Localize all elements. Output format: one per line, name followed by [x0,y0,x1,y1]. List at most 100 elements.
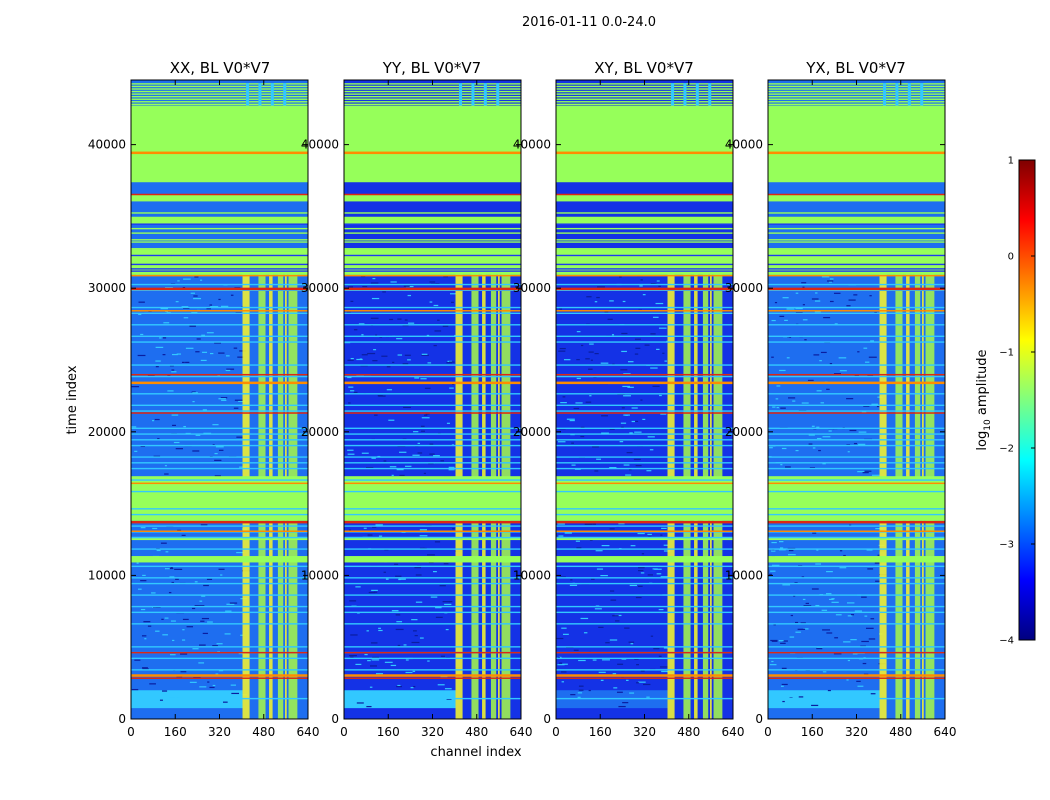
x-tick-label: 160 [164,725,187,739]
heatmap-rfi-row [768,651,945,654]
heatmap-speckle [790,614,794,617]
heatmap-speckle [869,295,872,297]
heatmap-stripe [768,444,945,447]
heatmap-stripe [131,513,308,516]
heatmap-stripe [768,611,945,614]
heatmap-speckle [613,687,618,689]
x-tick-label: 0 [764,725,772,739]
heatmap-speckle [654,568,662,570]
heatmap-stripe [556,594,733,596]
heatmap-speckle [386,366,391,368]
heatmap-speckle [802,304,805,306]
heatmap-stripe [556,548,733,550]
heatmap-stripe [344,525,521,527]
heatmap-stripe [556,252,733,254]
heatmap-stripe [768,594,945,596]
heatmap-stripe [768,508,945,510]
heatmap-speckle [640,572,645,574]
heatmap-stripe [344,212,521,214]
heatmap-speckle [421,353,428,355]
heatmap-speckle [795,449,799,452]
heatmap-speckle [636,682,640,684]
heatmap-speckle [822,629,831,631]
heatmap-speckle [820,402,825,404]
heatmap-speckle [435,283,440,285]
heatmap-stripe [768,577,945,579]
heatmap-speckle [172,639,175,642]
heatmap-speckle [451,383,455,385]
heatmap-speckle [214,475,221,477]
heatmap-speckle [194,276,199,278]
heatmap-speckle [214,459,222,461]
panel-yx: YX, BL V0*V7 0 160 320 480 640 0 10000 20000 30… [725,59,957,739]
heatmap-stripe [768,427,945,430]
heatmap-speckle [634,658,639,660]
heatmap-stripe [768,248,945,250]
heatmap-stripe [344,98,521,100]
heatmap-speckle [371,457,376,459]
heatmap-stripe [131,646,308,648]
y-tick-label: 10000 [513,568,551,582]
heatmap-speckle [776,406,779,409]
heatmap-stripe [131,212,308,214]
heatmap-stripe [556,404,733,407]
heatmap-stripe [556,268,733,270]
heatmap-speckle [803,605,809,607]
heatmap-speckle [624,627,630,629]
heatmap-stripe [556,101,733,103]
colorbar-tick-label: 0 [1008,252,1014,263]
heatmap-speckle [168,591,172,594]
heatmap-speckle [435,616,443,618]
heatmap-speckle [812,532,817,534]
heatmap-stripe [131,427,308,430]
heatmap-speckle [609,528,615,530]
heatmap-stripe [131,85,308,88]
heatmap-speckle [397,318,402,320]
heatmap-speckle [650,282,655,285]
heatmap-speckle [820,351,827,354]
heatmap-speckle [663,550,671,552]
heatmap-stripe [344,433,521,435]
heatmap-xx [130,79,309,720]
heatmap-stripe [344,669,521,671]
heatmap-speckle [821,694,830,696]
heatmap-stripe [344,265,521,268]
colorbar-tick-label: −4 [999,636,1014,647]
heatmap-speckle [870,693,876,695]
heatmap-speckle [220,397,228,399]
heatmap-speckle [641,553,645,555]
heatmap-stripe [556,283,733,286]
heatmap-stripe [768,98,945,100]
heatmap-stripe [131,312,308,314]
heatmap-speckle [196,703,200,706]
heatmap-speckle [413,431,419,433]
heatmap-speckle [170,620,176,622]
heatmap-speckle [449,601,453,603]
heatmap-speckle [576,547,582,549]
heatmap-stripe [556,241,733,243]
heatmap-speckle [770,570,776,572]
heatmap-fringe [671,83,675,106]
heatmap-speckle [350,656,354,658]
heatmap-speckle [770,639,778,642]
heatmap-speckle [169,365,174,367]
heatmap-rfi-row [556,381,733,385]
heatmap-speckle [183,278,191,280]
heatmap-speckle [394,563,399,565]
heatmap-speckle [786,308,795,310]
heatmap-speckle [162,690,168,692]
heatmap-speckle [189,325,196,327]
heatmap-speckle [780,685,784,687]
heatmap-speckle [642,418,646,420]
heatmap-stripe [768,88,945,90]
heatmap-speckle [571,464,576,466]
heatmap-stripe [556,95,733,98]
heatmap-speckle [390,664,397,667]
heatmap-speckle [240,634,243,636]
heatmap-speckle [596,296,600,299]
heatmap-stripe [344,101,521,103]
heatmap-stripe [344,410,521,412]
heatmap-speckle [849,524,852,526]
heatmap-speckle [580,617,589,620]
heatmap-stripe [131,433,308,435]
